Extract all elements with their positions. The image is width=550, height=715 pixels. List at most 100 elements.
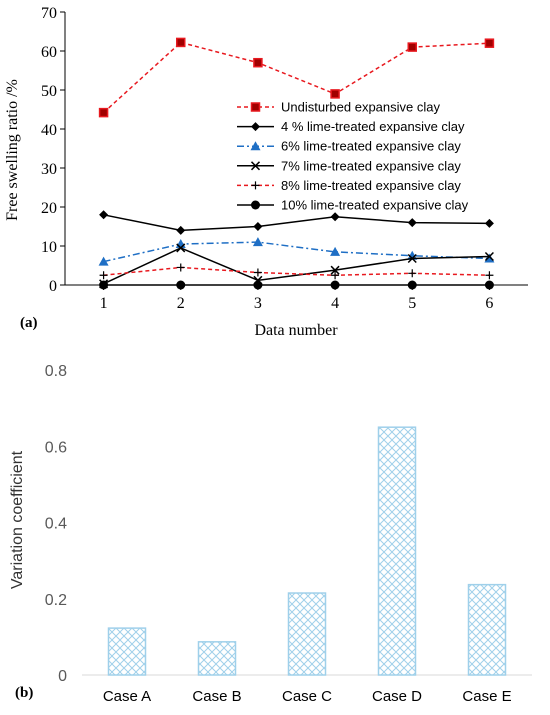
data-point [330,265,340,275]
data-point [176,225,186,235]
data-point [407,250,418,260]
legend-label: 8% lime-treated expansive clay [281,178,461,193]
data-point [485,271,494,280]
data-point [250,141,261,151]
line-chart-series [98,37,495,290]
legend-item: 7% lime-treated expansive clay [237,158,461,173]
series-group [99,263,494,280]
x-tick-label: 4 [331,295,339,312]
data-point [99,271,108,280]
series-group [99,280,494,290]
data-point [250,161,261,171]
line-chart-tick-labels: 0 10 20 30 40 50 60 70 1 2 3 4 5 6 [41,5,493,312]
data-point [330,212,340,222]
data-point [252,237,263,247]
x-tick-label: 2 [177,295,185,312]
bar-chart-ylabel: Variation coefficient [9,450,26,589]
legend-label: 4 % lime-treated expansive clay [281,119,465,134]
legend-label: 10% lime-treated expansive clay [281,198,469,213]
data-point [407,253,417,264]
y-tick-label: 10 [41,239,57,256]
data-point [99,280,109,290]
data-point [251,200,260,210]
y-tick-label: 20 [41,200,57,217]
bar-chart-tick-labels: 0 0.2 0.4 0.6 0.8 Case A Case B Case C Case D Cas… [45,363,512,705]
legend-label: Undisturbed expansive clay [281,100,440,115]
bar [107,627,147,676]
y-tick-label: 0.6 [45,439,67,456]
data-point [98,107,109,118]
data-point [407,42,417,52]
x-tick-label: 1 [100,295,108,312]
data-point [330,89,340,99]
data-point [253,222,263,231]
data-point [253,268,262,277]
y-tick-label: 0 [58,668,67,685]
data-point [176,263,185,272]
panel-label-a: (a) [20,315,38,331]
y-tick-label: 0.2 [45,592,67,609]
x-tick-label: Case D [372,688,422,705]
data-point [251,181,260,190]
data-point [331,271,340,280]
series-group [99,243,494,289]
panel-label-b: (b) [15,685,33,701]
data-point [407,280,417,290]
legend-item: 10% lime-treated expansive clay [237,198,469,213]
series-group [98,237,495,266]
series-group [98,37,495,118]
line-chart-panel: 0 10 20 30 40 50 60 70 1 2 3 4 5 6 Free swelling rati… [4,5,528,339]
data-point [408,269,417,278]
legend-item: 6% lime-treated expansive clay [237,139,461,154]
bar [197,641,237,676]
series-line [103,41,490,114]
data-point [250,102,261,112]
data-point [484,38,495,48]
data-point [176,280,186,290]
data-point [330,280,340,290]
data-point [253,280,263,290]
series-line [103,266,490,277]
x-tick-label: Case C [282,688,332,705]
legend-item: 4 % lime-treated expansive clay [237,119,465,134]
line-chart-xlabel: Data number [254,322,338,339]
y-tick-label: 50 [41,83,57,100]
x-tick-label: 3 [254,295,262,312]
x-tick-label: 5 [408,295,416,312]
series-group [99,210,494,235]
legend-item: 8% lime-treated expansive clay [237,178,461,193]
legend-label: 7% lime-treated expansive clay [281,158,461,173]
data-point [98,256,109,266]
bar [377,426,417,676]
line-chart-legend: Undisturbed expansive clay 4 % lime-treat… [237,100,469,213]
y-tick-label: 30 [41,161,57,178]
bar [287,592,327,676]
data-point [484,280,494,290]
x-tick-label: Case A [103,688,151,705]
series-line [103,214,490,232]
y-tick-label: 60 [41,44,57,61]
data-point [176,243,186,253]
x-tick-label: 6 [485,295,493,312]
y-tick-label: 0.4 [45,516,67,533]
data-point [253,57,263,68]
bar-chart-bars [107,426,507,676]
data-point [251,122,260,132]
data-point [407,218,417,228]
x-tick-label: Case B [192,688,241,705]
bar-chart-panel: 0 0.2 0.4 0.6 0.8 Case A Case B Case C Case D Cas… [9,363,532,705]
x-tick-label: Case E [462,688,511,705]
data-point [484,253,495,263]
data-point [176,37,186,48]
y-tick-label: 70 [41,5,57,22]
data-point [330,246,341,256]
bar [467,583,507,676]
data-point [99,210,109,220]
y-tick-label: 0.8 [45,363,67,380]
data-point [484,251,494,262]
series-line [103,247,490,285]
legend-item: Undisturbed expansive clay [237,100,440,115]
y-tick-label: 0 [49,278,57,295]
data-point [484,218,494,228]
